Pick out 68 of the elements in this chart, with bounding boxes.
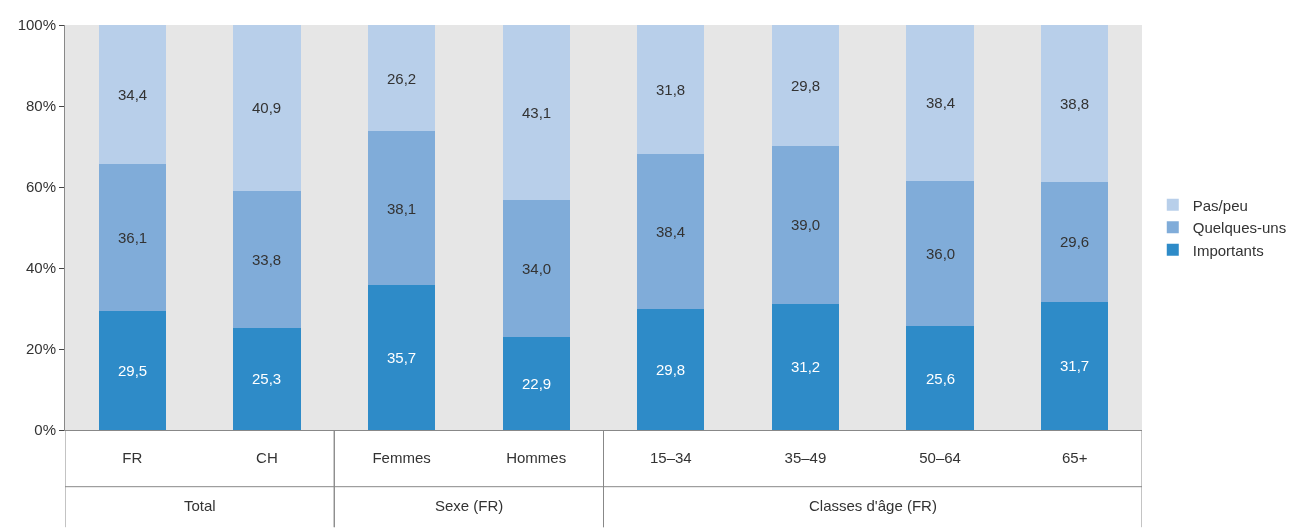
- x-tick-label: Femmes: [372, 449, 431, 466]
- y-tick-label: 80%: [25, 97, 56, 115]
- data-label: 34,4: [118, 86, 148, 103]
- y-tick-label: 0%: [34, 421, 56, 439]
- x-tick-label: CH: [256, 449, 278, 466]
- data-label: 22,9: [522, 375, 552, 392]
- data-label: 33,8: [252, 251, 282, 268]
- text: Total: [184, 497, 216, 514]
- text: Classes d'âge (FR): [809, 497, 937, 514]
- data-label: 43,1: [522, 104, 552, 121]
- data-label: 31,7: [1060, 357, 1090, 374]
- data-label: 40,9: [252, 99, 282, 116]
- bar: [771, 25, 840, 146]
- data-label: 35,7: [387, 349, 417, 366]
- bar: [637, 25, 705, 154]
- bar: [637, 153, 705, 310]
- x-tick-label: 35–49: [784, 449, 827, 466]
- data-label: 38,4: [656, 223, 686, 240]
- x-tick-label: 65+: [1061, 449, 1088, 466]
- data-label: 38,1: [387, 200, 417, 217]
- data-label: 36,1: [118, 229, 148, 246]
- data-label: 26,2: [387, 70, 417, 87]
- x-tick-label: FR: [122, 449, 143, 466]
- y-tick-label: 40%: [25, 259, 56, 277]
- data-label: 31,2: [791, 358, 821, 375]
- data-label: 38,4: [926, 94, 956, 111]
- y-tick-label: 20%: [25, 340, 56, 358]
- bar: [1041, 25, 1109, 182]
- bar: [233, 327, 301, 430]
- legend-label: Quelques-uns: [1192, 219, 1287, 237]
- legend-label: Pas/peu: [1192, 196, 1248, 214]
- legend-label: Importants: [1192, 241, 1264, 259]
- bar: [502, 337, 570, 430]
- bar: [367, 285, 436, 430]
- bar: [98, 25, 166, 165]
- x-tick-label: 15–34: [649, 449, 692, 466]
- data-label: 25,6: [926, 370, 956, 387]
- bar: [906, 25, 974, 181]
- bar: [906, 326, 974, 430]
- text: Sexe (FR): [435, 497, 504, 514]
- bar: [98, 164, 166, 311]
- data-label: 29,8: [791, 77, 821, 94]
- data-label: 29,8: [656, 361, 686, 378]
- bar: [233, 190, 301, 328]
- data-label: 34,0: [522, 260, 552, 277]
- y-tick-label: 60%: [25, 178, 56, 196]
- bar: [502, 25, 570, 200]
- y-tick-label: 100%: [17, 16, 56, 34]
- bar: [367, 131, 436, 286]
- data-label: 31,8: [656, 81, 686, 98]
- bar: [771, 145, 840, 304]
- bar: [906, 180, 974, 327]
- data-label: 25,3: [252, 370, 282, 387]
- x-tick-label: 50–64: [919, 449, 961, 466]
- bar: [98, 310, 166, 430]
- bar: [1041, 301, 1109, 430]
- bar: [1041, 181, 1109, 302]
- data-label: 29,6: [1060, 233, 1090, 250]
- data-label: 38,8: [1060, 95, 1090, 112]
- bar: [771, 303, 840, 430]
- data-label: 39,0: [791, 216, 821, 233]
- data-label: 36,0: [926, 245, 956, 262]
- bar: [637, 309, 705, 430]
- data-label: 29,5: [118, 362, 148, 379]
- bar: [367, 25, 436, 132]
- bar: [233, 25, 301, 191]
- x-tick-label: Hommes: [506, 449, 567, 466]
- bar: [502, 199, 570, 338]
